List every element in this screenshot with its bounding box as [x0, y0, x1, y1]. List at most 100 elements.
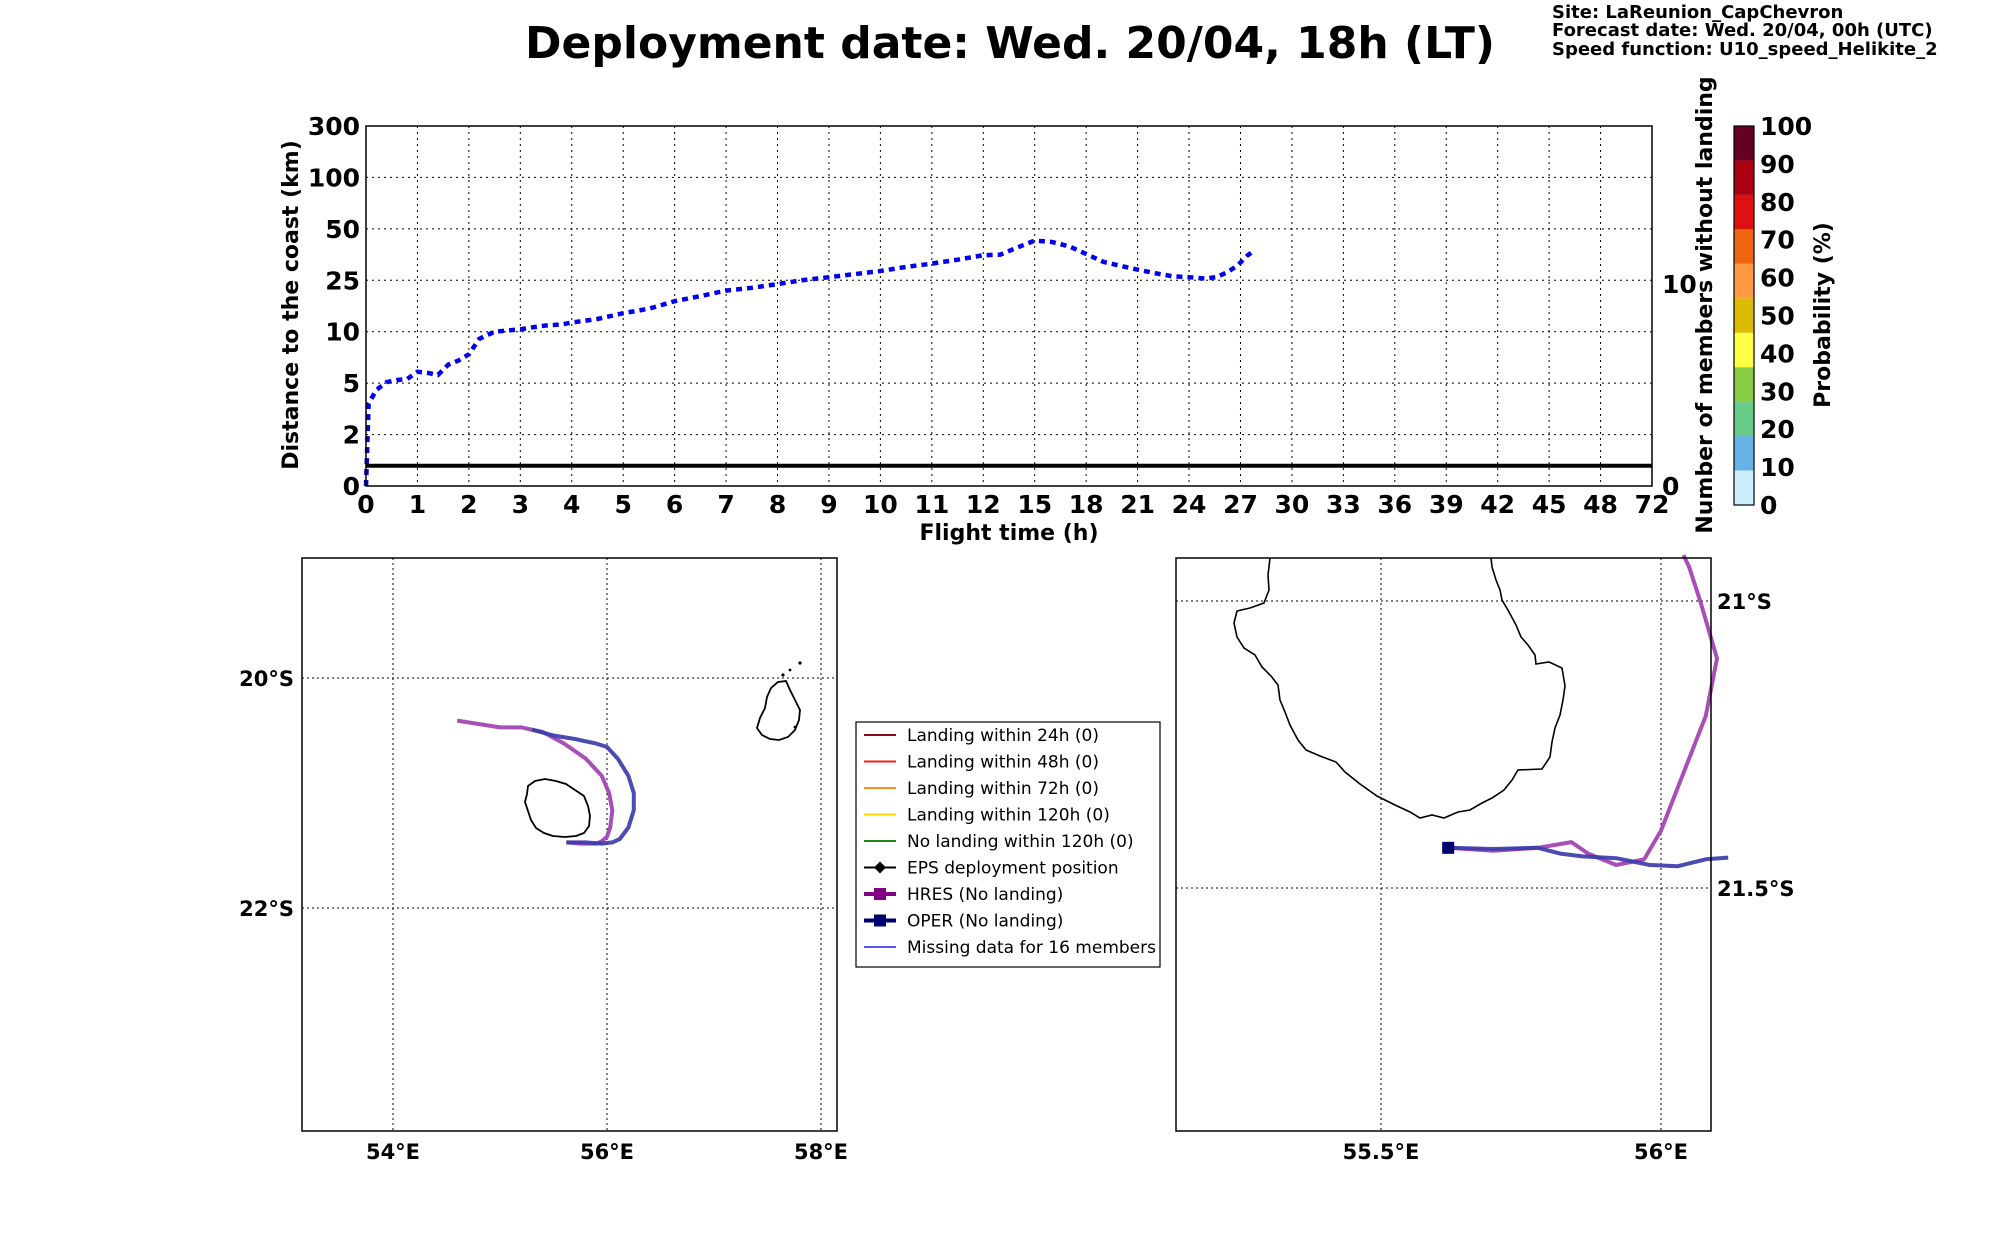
colorbar-tick-label: 0: [1760, 491, 1777, 520]
legend-square-marker: [874, 888, 886, 900]
colorbar-cell: [1734, 160, 1754, 195]
colorbar-cell: [1734, 367, 1754, 402]
x-tick-label: 3: [512, 490, 529, 519]
colorbar-tick-label: 10: [1760, 453, 1795, 482]
x-tick-label: 0: [357, 490, 374, 519]
chart-tick-labels: 0 1 2 3 4 5 6 7 8 9 10 11 12 15 18 21 24 27 30 33 36 39 42 45 48…: [308, 112, 1697, 519]
x-tick-label: 6: [666, 490, 683, 519]
colorbar-tick-label: 100: [1760, 112, 1812, 141]
oper-deployment-marker: [1442, 841, 1455, 854]
x-tick-label: 5: [614, 490, 631, 519]
map-track-line: [1448, 845, 1729, 869]
colorbar-cell: [1734, 194, 1754, 230]
lon-tick-label: 58°E: [794, 1140, 848, 1164]
speed-function-info: Speed function: U10_speed_Helikite_2: [1552, 39, 1938, 60]
y-right-tick-label: 0: [1662, 472, 1679, 501]
mauritius-island-outline: [756, 661, 802, 741]
x-tick-label: 8: [769, 490, 786, 519]
y-tick-label: 5: [343, 369, 360, 398]
chart-grid: [366, 126, 1652, 486]
x-tick-label: 24: [1172, 490, 1207, 519]
x-tick-label: 4: [563, 490, 580, 519]
colorbar-cell: [1734, 298, 1754, 333]
lat-tick-label: 20°S: [239, 667, 294, 691]
colorbar-cell: [1734, 126, 1754, 161]
lon-tick-label: 56°E: [1634, 1140, 1688, 1164]
x-tick-label: 7: [717, 490, 734, 519]
colorbar-cell: [1734, 470, 1754, 505]
x-tick-label: 33: [1326, 490, 1361, 519]
regional-map: 54°E 56°E 58°E 20°S 22°S: [239, 557, 848, 1164]
lat-tick-label: 21°S: [1717, 590, 1772, 614]
distance-time-chart: 0 1 2 3 4 5 6 7 8 9 10 11 12 15 18 21 24 27 30 33 36 39 42 45 48…: [279, 76, 1718, 546]
lat-tick-label: 21.5°S: [1717, 877, 1794, 901]
lon-tick-label: 56°E: [580, 1140, 634, 1164]
legend-box: [855, 721, 1161, 968]
x-axis-label: Flight time (h): [919, 521, 1098, 546]
chart-series: [363, 238, 1652, 487]
legend: Landing within 24h (0) Landing within 48h…: [855, 721, 1161, 968]
lon-tick-label: 54°E: [366, 1140, 420, 1164]
x-tick-label: 27: [1223, 490, 1258, 519]
legend-item-label: Landing within 24h (0): [907, 726, 1099, 746]
colorbar-cell: [1734, 401, 1754, 437]
legend-diamond-marker: [874, 861, 886, 874]
y-tick-label: 0: [343, 472, 360, 501]
x-tick-label: 21: [1120, 490, 1155, 519]
lat-tick-label: 22°S: [239, 897, 294, 921]
y-tick-label: 2: [343, 421, 360, 450]
x-tick-label: 30: [1275, 490, 1310, 519]
colorbar-tick-labels: 0 10 20 30 40 50 60 70 80 90 100: [1760, 112, 1812, 520]
legend-item-label: EPS deployment position: [907, 859, 1119, 879]
map-left-tick-labels: 54°E 56°E 58°E 20°S 22°S: [239, 667, 848, 1164]
x-tick-label: 11: [914, 490, 949, 519]
map-left-frame: [301, 557, 838, 1132]
x-tick-label: 2: [460, 490, 477, 519]
reunion-island-outline: [524, 778, 591, 838]
probability-colorbar: 0 10 20 30 40 50 60 70 80 90 100 Probability (%): [1733, 112, 1836, 520]
y-tick-label: 300: [308, 112, 360, 141]
x-tick-label: 1: [409, 490, 426, 519]
distance-track-line: [363, 238, 1256, 487]
y-right-axis-label: Number of members without landing: [1693, 76, 1718, 533]
x-tick-label: 45: [1532, 490, 1567, 519]
colorbar-tick-label: 20: [1760, 415, 1795, 444]
map-left-tracks: [456, 718, 636, 846]
legend-item-label: No landing within 120h (0): [907, 832, 1134, 852]
colorbar-frame: [1733, 125, 1755, 506]
x-tick-label: 36: [1377, 490, 1412, 519]
colorbar-tick-label: 50: [1760, 302, 1795, 331]
legend-item-label: Landing within 120h (0): [907, 806, 1110, 826]
legend-item-label: OPER (No landing): [907, 912, 1063, 932]
colorbar-tick-label: 80: [1760, 188, 1795, 217]
x-tick-label: 72: [1635, 490, 1670, 519]
colorbar-cell: [1734, 436, 1754, 471]
y-axis-label: Distance to the coast (km): [279, 140, 304, 470]
map-right-grid: [1176, 558, 1711, 1131]
colorbar-tick-label: 30: [1760, 377, 1795, 406]
colorbar-label: Probability (%): [1811, 222, 1836, 408]
y-tick-label: 25: [325, 266, 360, 295]
map-track-line: [1448, 554, 1719, 867]
x-tick-label: 18: [1069, 490, 1104, 519]
reunion-coastline-zoom: [1233, 557, 1566, 819]
y-tick-label: 10: [325, 318, 360, 347]
legend-item-label: Landing within 72h (0): [907, 779, 1099, 799]
x-tick-label: 15: [1017, 490, 1052, 519]
colorbar-cell: [1734, 332, 1754, 368]
colorbar-cell: [1734, 263, 1754, 299]
figure-title: Deployment date: Wed. 20/04, 18h (LT): [525, 18, 1495, 69]
site-info: Site: LaReunion_CapChevron: [1552, 2, 1843, 23]
colorbar-tick-label: 40: [1760, 339, 1795, 368]
legend-items: Landing within 24h (0) Landing within 48h…: [864, 726, 1156, 958]
lon-tick-label: 55.5°E: [1343, 1140, 1420, 1164]
x-tick-label: 42: [1480, 490, 1515, 519]
forecast-date-info: Forecast date: Wed. 20/04, 00h (UTC): [1552, 20, 1933, 41]
legend-square-marker: [874, 914, 886, 927]
map-right-tick-labels: 55.5°E 56°E 21°S 21.5°S: [1343, 590, 1795, 1164]
y-tick-label: 50: [325, 215, 360, 244]
legend-item-label: Missing data for 16 members: [907, 938, 1156, 958]
zoomed-map: 55.5°E 56°E 21°S 21.5°S: [1175, 554, 1795, 1164]
x-tick-label: 9: [820, 490, 837, 519]
map-right-tracks: [1442, 554, 1729, 869]
